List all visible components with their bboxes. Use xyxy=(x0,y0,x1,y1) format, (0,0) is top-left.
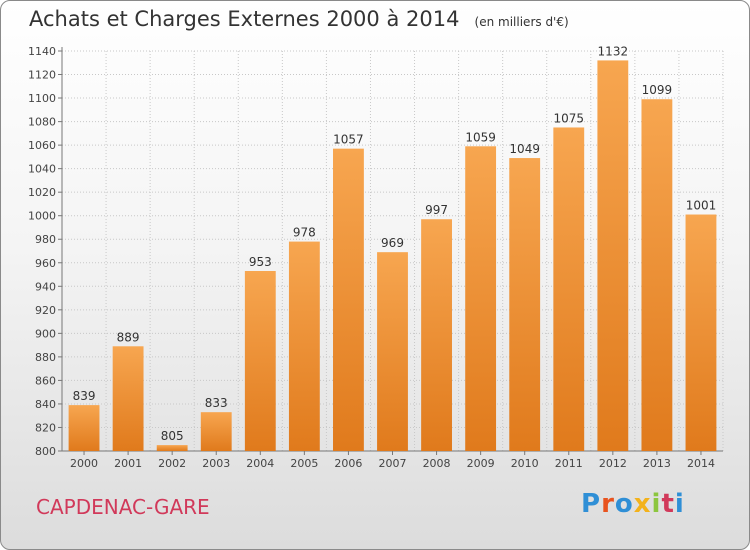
x-tick-label: 2010 xyxy=(511,457,539,470)
x-tick-label: 2006 xyxy=(334,457,362,470)
data-label: 1132 xyxy=(598,44,629,58)
chart-title: Achats et Charges Externes 2000 à 2014 xyxy=(29,7,460,31)
y-tick-label: 920 xyxy=(35,304,56,317)
commune-name: CAPDENAC-GARE xyxy=(36,495,210,519)
logo-letter: r xyxy=(601,489,615,519)
data-label: 1099 xyxy=(642,83,673,97)
bar xyxy=(509,158,541,451)
x-tick-label: 2009 xyxy=(467,457,495,470)
x-tick-label: 2007 xyxy=(379,457,407,470)
data-labels: 839 889 805 833 953 978 1057 969 997 1059 1049 1075… xyxy=(73,44,717,443)
logo-letter: o xyxy=(614,489,634,519)
y-tick-label: 960 xyxy=(35,257,56,270)
x-tick-label: 2002 xyxy=(158,457,186,470)
logo-letter: x xyxy=(633,489,652,519)
logo-letter: i xyxy=(674,489,685,519)
y-tick-label: 1140 xyxy=(28,45,56,58)
data-label: 1001 xyxy=(686,199,717,213)
bars xyxy=(68,60,717,452)
data-label: 889 xyxy=(117,330,140,344)
y-tick-label: 880 xyxy=(35,351,56,364)
x-tick-label: 2012 xyxy=(599,457,627,470)
data-label: 978 xyxy=(293,226,316,240)
chart-unit: (en milliers d'€) xyxy=(474,15,569,29)
bar xyxy=(288,241,320,451)
y-tick-label: 980 xyxy=(35,233,56,246)
data-label: 969 xyxy=(381,236,404,250)
y-tick-label: 860 xyxy=(35,374,56,387)
x-tick-label: 2008 xyxy=(423,457,451,470)
data-label: 1075 xyxy=(553,111,584,125)
y-tick-label: 1080 xyxy=(28,116,56,129)
proxiti-logo: Proxiti xyxy=(581,489,685,519)
x-tick-label: 2013 xyxy=(643,457,671,470)
data-label: 805 xyxy=(161,429,184,443)
tick-labels: 800 820 840 860 880 900 920 940 960 980 1000 1020 10… xyxy=(28,45,715,470)
bar xyxy=(377,252,408,451)
x-tick-label: 2011 xyxy=(555,457,583,470)
y-tick-label: 940 xyxy=(35,280,56,293)
bar xyxy=(597,60,629,451)
logo-letter: t xyxy=(661,489,675,519)
bar xyxy=(112,346,144,451)
y-tick-label: 840 xyxy=(35,398,56,411)
x-tick-label: 2001 xyxy=(114,457,142,470)
data-label: 997 xyxy=(425,203,448,217)
bar xyxy=(465,146,497,451)
bar xyxy=(685,214,717,451)
y-tick-label: 1120 xyxy=(28,69,56,82)
bar xyxy=(200,412,232,451)
y-tick-label: 1020 xyxy=(28,186,56,199)
data-label: 1049 xyxy=(509,142,540,156)
data-label: 839 xyxy=(73,389,96,403)
bar xyxy=(68,405,100,451)
x-tick-label: 2000 xyxy=(70,457,98,470)
y-tick-label: 820 xyxy=(35,421,56,434)
x-tick-label: 2003 xyxy=(202,457,230,470)
y-tick-label: 1040 xyxy=(28,163,56,176)
data-label: 833 xyxy=(205,396,228,410)
logo-letter: P xyxy=(581,489,602,519)
y-tick-label: 1060 xyxy=(28,139,56,152)
x-tick-label: 2014 xyxy=(687,457,715,470)
y-tick-label: 800 xyxy=(35,445,56,458)
bar xyxy=(244,271,276,451)
data-label: 1059 xyxy=(465,130,496,144)
data-label: 1057 xyxy=(333,133,364,147)
y-tick-label: 900 xyxy=(35,327,56,340)
bar xyxy=(156,445,188,451)
logo-letter: i xyxy=(651,489,662,519)
y-tick-label: 1100 xyxy=(28,92,56,105)
bar xyxy=(421,219,452,451)
x-tick-label: 2004 xyxy=(246,457,274,470)
bar xyxy=(333,148,364,451)
title-row: Achats et Charges Externes 2000 à 2014 (… xyxy=(29,7,569,31)
bar xyxy=(553,127,585,452)
y-tick-label: 1000 xyxy=(28,210,56,223)
data-label: 953 xyxy=(249,255,272,269)
x-tick-label: 2005 xyxy=(290,457,318,470)
bar xyxy=(641,99,673,451)
